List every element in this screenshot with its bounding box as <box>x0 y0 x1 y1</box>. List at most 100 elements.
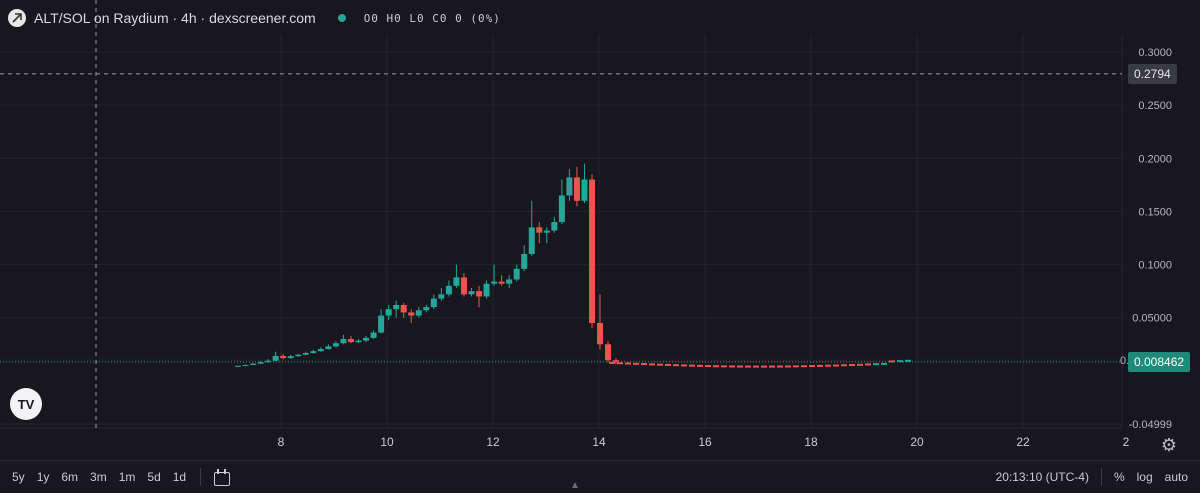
candle-body <box>865 363 871 366</box>
candle-body <box>355 340 362 343</box>
chart-background <box>0 0 1200 460</box>
percent-toggle[interactable]: % <box>1113 470 1125 484</box>
range-button-1d[interactable]: 1d <box>172 470 187 484</box>
candle-body <box>317 349 324 352</box>
x-tick-label: 2 <box>1123 435 1130 449</box>
candle-body <box>721 365 727 368</box>
logo-text: TV <box>17 396 35 412</box>
candle-body <box>841 364 847 367</box>
candle-body <box>825 364 831 367</box>
candle-body <box>609 361 615 364</box>
candle-body <box>521 253 528 269</box>
clock-readout[interactable]: 20:13:10 (UTC-4) <box>995 470 1089 484</box>
candle-body <box>697 364 703 367</box>
range-button-1m[interactable]: 1m <box>118 470 136 484</box>
expand-caret-icon[interactable]: ▲ <box>570 480 580 491</box>
candle-body <box>378 315 385 333</box>
candle-body <box>468 291 475 295</box>
candle-body <box>833 364 839 367</box>
candle-body <box>483 283 490 297</box>
candle-body <box>340 338 347 344</box>
log-toggle[interactable]: log <box>1136 470 1153 484</box>
candle-body <box>453 277 460 286</box>
candle-body <box>438 294 445 299</box>
range-button-6m[interactable]: 6m <box>61 470 79 484</box>
candle-body <box>363 337 370 341</box>
candle-body <box>325 346 332 350</box>
x-tick-label: 18 <box>804 435 818 449</box>
candle-body <box>777 365 783 368</box>
candle-body <box>400 304 407 313</box>
y-tick-label: 0.3000 <box>1138 47 1172 59</box>
token-logo-icon <box>8 9 26 27</box>
candle-body <box>737 365 743 368</box>
divider <box>200 468 202 486</box>
candle-body <box>476 291 483 297</box>
y-tick-label: 0.05000 <box>1132 313 1172 325</box>
candle-body <box>857 363 863 366</box>
calendar-icon[interactable] <box>213 469 231 486</box>
range-button-5y[interactable]: 5y <box>12 470 25 484</box>
candle-body <box>265 360 272 363</box>
candle-body <box>498 281 505 284</box>
range-button-1y[interactable]: 1y <box>36 470 50 484</box>
divider <box>1100 468 1102 486</box>
candle-body <box>769 365 775 368</box>
candle-body <box>665 363 671 366</box>
crosshair-price-label: 0.2794 <box>1128 63 1177 84</box>
y-tick-label: 0.1000 <box>1138 260 1172 272</box>
range-button-3m[interactable]: 3m <box>90 470 107 484</box>
pair-title[interactable]: ALT/SOL on Raydium · 4h · dexscreener.co… <box>34 10 316 26</box>
candle-body <box>235 365 241 367</box>
gear-icon[interactable]: ⚙ <box>1160 435 1178 455</box>
candle-body <box>445 285 452 295</box>
candle-body <box>287 356 294 359</box>
candle-body <box>551 222 558 231</box>
candle-body <box>625 362 631 365</box>
candle-body <box>753 365 759 368</box>
candle-body <box>295 354 302 357</box>
candle-body <box>408 312 415 316</box>
status-dot-icon <box>337 14 346 22</box>
candle-body <box>347 338 354 343</box>
candle-body <box>689 364 695 367</box>
candle-body <box>809 365 815 368</box>
auto-toggle[interactable]: auto <box>1164 470 1188 484</box>
candle-body <box>566 177 573 196</box>
footer-right-controls: 20:13:10 (UTC-4) % log auto <box>996 468 1188 486</box>
candle-body <box>430 298 437 308</box>
candle-body <box>423 307 430 311</box>
x-tick-label: 8 <box>278 435 285 449</box>
candle-body <box>657 363 663 366</box>
x-tick-label: 14 <box>592 435 606 449</box>
crosshair-price-text: 0.2794 <box>1134 66 1171 81</box>
candle-body <box>332 343 339 347</box>
candle-body <box>242 364 249 366</box>
price-chart[interactable]: 0.3000 0.2500 0.2000 0.1500 0.1000 0.05000 0.0… <box>0 0 1200 460</box>
tradingview-logo[interactable]: TV <box>10 388 42 420</box>
chart-header: ALT/SOL on Raydium · 4h · dexscreener.co… <box>0 0 1128 36</box>
candle-body <box>250 363 257 365</box>
chart-footer: 5y 1y 6m 3m 1m 5d 1d 20:13:10 (UTC-4) % log au… <box>0 460 1200 493</box>
candle-body <box>905 359 911 362</box>
range-button-5d[interactable]: 5d <box>147 470 161 484</box>
candle-body <box>280 355 287 359</box>
candle-body <box>897 360 903 363</box>
candle-body <box>617 362 623 365</box>
range-selector: 5y 1y 6m 3m 1m 5d 1d <box>0 470 186 484</box>
candle-body <box>558 195 565 223</box>
candle-body <box>513 268 520 280</box>
candle-body <box>573 177 580 201</box>
candle-body <box>528 227 535 254</box>
candle-body <box>729 365 735 368</box>
y-tick-label: 0.1500 <box>1138 206 1172 218</box>
candle-body <box>849 364 855 367</box>
candle-body <box>873 363 879 366</box>
candle-body <box>597 323 603 345</box>
candle-body <box>881 362 887 365</box>
candle-body <box>536 227 543 233</box>
candle-body <box>605 344 611 361</box>
candle-body <box>681 364 687 367</box>
ohlc-readout: O0 H0 L0 C0 0 (0%) <box>363 11 501 25</box>
candle-body <box>581 179 588 201</box>
